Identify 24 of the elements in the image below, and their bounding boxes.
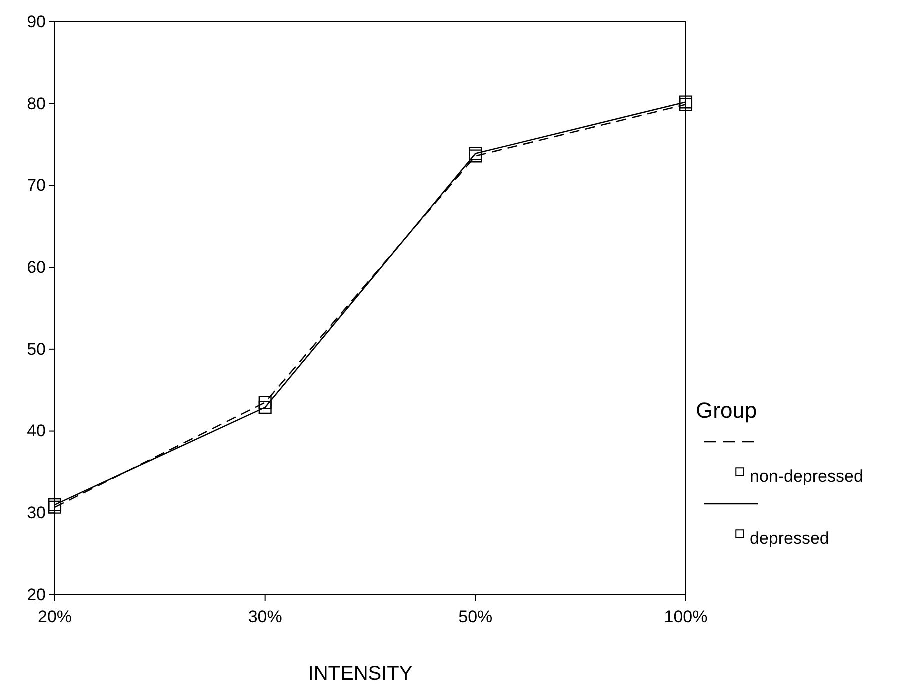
legend-title: Group — [696, 398, 758, 423]
point — [258, 401, 272, 414]
y-tick-label: 70 — [27, 176, 46, 196]
point — [48, 498, 62, 512]
legend-label: non-depressed — [750, 467, 864, 486]
y-tick-label: 60 — [27, 258, 46, 278]
x-axis-title: INTENSITY — [308, 663, 413, 685]
point — [48, 500, 62, 514]
y-tick-label: 50 — [27, 340, 46, 359]
y-tick-label: 20 — [27, 585, 46, 604]
legend-label: depressed — [750, 529, 830, 548]
point — [469, 150, 482, 163]
y-tick-label: 90 — [27, 12, 46, 32]
point — [469, 147, 482, 160]
x-tick-label: 20% — [38, 608, 72, 627]
x-tick-label: 50% — [458, 608, 493, 627]
point — [679, 98, 693, 112]
y-tick-label: 80 — [27, 94, 46, 114]
x-tick-label: 30% — [248, 608, 282, 627]
point — [258, 396, 272, 410]
x-tick-label: 100% — [664, 608, 708, 627]
y-tick-label: 30 — [27, 504, 46, 523]
y-tick-label: 40 — [27, 422, 46, 441]
point — [679, 96, 693, 109]
